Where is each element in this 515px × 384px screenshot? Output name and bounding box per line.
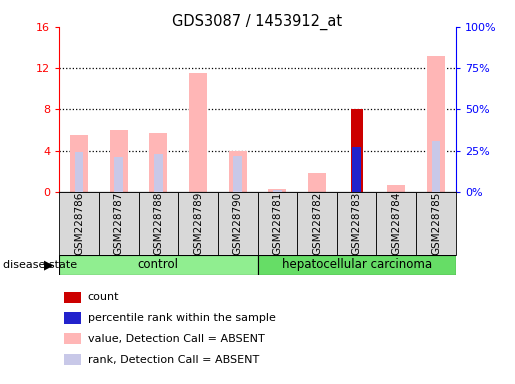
- Text: GSM228786: GSM228786: [74, 192, 84, 255]
- Text: GSM228790: GSM228790: [233, 192, 243, 255]
- Bar: [351, 109, 363, 192]
- FancyBboxPatch shape: [258, 192, 297, 255]
- FancyBboxPatch shape: [416, 192, 456, 255]
- FancyBboxPatch shape: [59, 192, 99, 255]
- Text: rank, Detection Call = ABSENT: rank, Detection Call = ABSENT: [88, 354, 259, 364]
- FancyBboxPatch shape: [139, 192, 178, 255]
- FancyBboxPatch shape: [297, 192, 337, 255]
- Text: GSM228783: GSM228783: [352, 192, 362, 255]
- Bar: [233, 156, 242, 192]
- Bar: [149, 133, 167, 192]
- Text: percentile rank within the sample: percentile rank within the sample: [88, 313, 276, 323]
- Bar: [64, 292, 81, 303]
- Text: value, Detection Call = ABSENT: value, Detection Call = ABSENT: [88, 334, 264, 344]
- Text: GSM228782: GSM228782: [312, 192, 322, 255]
- Text: ▶: ▶: [44, 258, 54, 271]
- Bar: [154, 154, 163, 192]
- Bar: [114, 157, 123, 192]
- Bar: [308, 174, 326, 192]
- Bar: [273, 190, 282, 192]
- Bar: [64, 333, 81, 344]
- Text: GDS3087 / 1453912_at: GDS3087 / 1453912_at: [173, 13, 342, 30]
- Bar: [258, 255, 456, 275]
- Bar: [75, 152, 83, 192]
- Text: GSM228784: GSM228784: [391, 192, 401, 255]
- FancyBboxPatch shape: [337, 192, 376, 255]
- Bar: [64, 313, 81, 324]
- Text: GSM228787: GSM228787: [114, 192, 124, 255]
- Bar: [432, 141, 440, 192]
- Bar: [70, 135, 88, 192]
- Text: hepatocellular carcinoma: hepatocellular carcinoma: [282, 258, 432, 271]
- FancyBboxPatch shape: [99, 192, 139, 255]
- Bar: [387, 185, 405, 192]
- Text: GSM228785: GSM228785: [431, 192, 441, 255]
- Bar: [229, 151, 247, 192]
- Bar: [64, 354, 81, 365]
- Text: GSM228789: GSM228789: [193, 192, 203, 255]
- Bar: [427, 56, 445, 192]
- Bar: [268, 189, 286, 192]
- FancyBboxPatch shape: [218, 192, 258, 255]
- Text: disease state: disease state: [3, 260, 77, 270]
- FancyBboxPatch shape: [376, 192, 416, 255]
- Bar: [59, 255, 258, 275]
- Bar: [189, 73, 207, 192]
- Text: GSM228788: GSM228788: [153, 192, 163, 255]
- Bar: [352, 147, 361, 192]
- Text: control: control: [138, 258, 179, 271]
- Text: count: count: [88, 292, 119, 303]
- Bar: [110, 130, 128, 192]
- FancyBboxPatch shape: [178, 192, 218, 255]
- Text: GSM228781: GSM228781: [272, 192, 282, 255]
